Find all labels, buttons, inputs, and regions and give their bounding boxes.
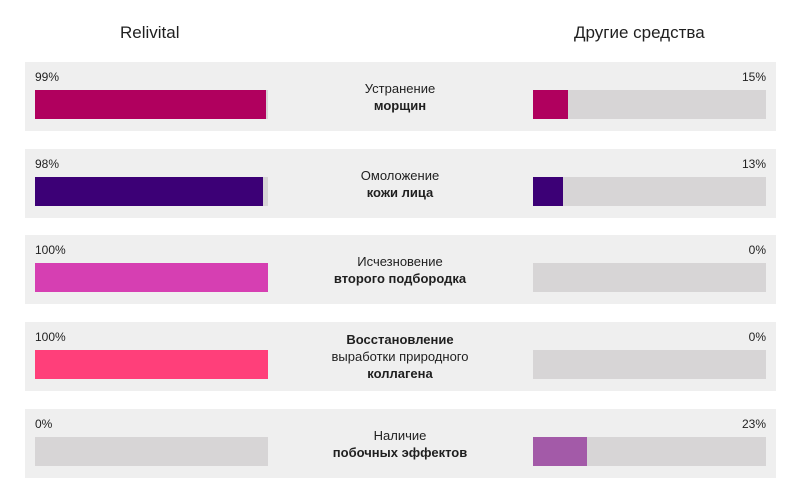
left-bar-track (35, 177, 268, 206)
category-label-line: коллагена (367, 366, 433, 381)
left-value-label: 100% (35, 243, 66, 257)
category-label: Устранение морщин (300, 62, 500, 131)
category-label-line: Омоложение (360, 167, 440, 183)
comparison-row: 0% 23% Наличие побочных эффектов (25, 409, 776, 478)
left-bar (35, 177, 264, 206)
left-value-label: 0% (35, 417, 53, 431)
category-label: Восстановление выработки природного коллаг… (300, 322, 500, 391)
right-value-label: 23% (741, 417, 766, 431)
left-bar (35, 263, 268, 292)
category-label: Наличие побочных эффектов (300, 409, 500, 478)
left-value-label: 100% (35, 330, 66, 344)
category-label-line: морщин (373, 97, 427, 113)
right-bar-track (533, 90, 766, 119)
comparison-row: 100% 0% Восстановление выработки природного… (25, 322, 776, 391)
left-bar-track (35, 263, 268, 292)
category-label-line: кожи лица (366, 184, 434, 200)
right-value-label: 13% (741, 157, 766, 171)
right-bar (533, 90, 568, 119)
comparison-row: 99% 15% Устранение морщин (25, 62, 776, 131)
right-bar-track (533, 263, 766, 292)
right-value-label: 0% (748, 243, 766, 257)
category-label-line: Исчезновение (357, 253, 443, 269)
left-value-label: 99% (35, 70, 60, 84)
category-label-line: выработки природного (331, 349, 469, 364)
left-bar-track (35, 90, 268, 119)
right-series-title: Другие средства (574, 23, 705, 42)
left-value-label: 98% (35, 157, 60, 171)
category-label-line: побочных эффектов (332, 444, 468, 460)
left-series-title: Relivital (120, 23, 180, 42)
right-value-label: 15% (741, 70, 766, 84)
left-bar (35, 350, 268, 379)
comparison-row: 98% 13% Омоложение кожи лица (25, 149, 776, 218)
category-label: Исчезновение второго подбородка (300, 235, 500, 304)
category-label-line: Наличие (373, 427, 427, 443)
right-bar-track (533, 437, 766, 466)
category-label-line: второго подбородка (333, 270, 467, 286)
right-bar-track (533, 350, 766, 379)
right-bar (533, 437, 587, 466)
right-bar (533, 177, 564, 206)
left-bar-track (35, 350, 268, 379)
left-bar (35, 90, 266, 119)
left-bar-track (35, 437, 268, 466)
right-bar-track (533, 177, 766, 206)
comparison-row: 100% 0% Исчезновение второго подбородка (25, 235, 776, 304)
category-label-line: Устранение (364, 80, 436, 96)
category-label: Омоложение кожи лица (300, 149, 500, 218)
right-value-label: 0% (748, 330, 766, 344)
category-label-line: Восстановление (346, 332, 454, 347)
